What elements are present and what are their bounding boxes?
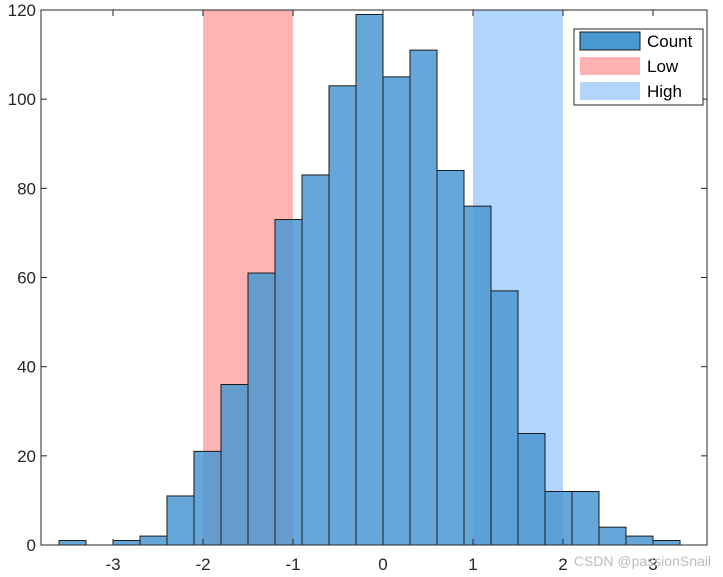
histogram-bar <box>652 540 681 546</box>
histogram-bar <box>571 491 600 546</box>
histogram-bar <box>301 174 330 546</box>
histogram-bar <box>625 535 654 546</box>
y-axis-ticks: 0 20 40 60 80 100 120 <box>8 1 707 555</box>
legend-swatch-count <box>579 31 641 51</box>
legend: Count Low High <box>573 28 704 106</box>
legend-label-count: Count <box>647 32 693 51</box>
histogram-bar <box>112 540 141 546</box>
watermark-text: CSDN @passionSnail <box>573 553 711 569</box>
x-tick-label: 2 <box>558 555 567 574</box>
x-tick-label: 1 <box>468 555 477 574</box>
histogram-bar <box>139 535 168 546</box>
x-tick-label: -2 <box>195 555 210 574</box>
histogram-bar <box>328 85 357 546</box>
y-tick-label: 120 <box>8 1 36 20</box>
legend-label-high: High <box>647 82 682 101</box>
histogram-bar <box>409 49 438 546</box>
histogram-bar <box>193 450 222 546</box>
histogram-bar <box>247 272 276 546</box>
legend-label-low: Low <box>647 57 679 76</box>
x-axis-ticks: -3 -2 -1 0 1 2 3 <box>105 10 658 574</box>
histogram-bar <box>436 170 465 546</box>
y-tick-label: 60 <box>17 269 36 288</box>
histogram-bar <box>463 205 492 546</box>
x-tick-label: -3 <box>105 555 120 574</box>
histogram-bar <box>382 76 411 546</box>
y-tick-label: 100 <box>8 90 36 109</box>
histogram-bar <box>355 13 384 546</box>
x-tick-label: 0 <box>378 555 387 574</box>
y-tick-label: 40 <box>17 358 36 377</box>
histogram-bars <box>58 13 681 546</box>
histogram-bar <box>598 526 627 546</box>
y-tick-label: 80 <box>17 179 36 198</box>
x-tick-label: 3 <box>648 555 657 574</box>
histogram-bar <box>544 491 573 546</box>
histogram-bar <box>274 219 303 546</box>
x-tick-label: -1 <box>285 555 300 574</box>
y-tick-label: 0 <box>27 536 36 555</box>
histogram-bar <box>166 495 195 546</box>
histogram-bar <box>490 290 519 546</box>
histogram-bar <box>220 384 249 546</box>
histogram-bar <box>58 540 87 546</box>
legend-swatch-high <box>580 82 640 100</box>
y-tick-label: 20 <box>17 447 36 466</box>
histogram-bar <box>517 433 546 546</box>
legend-swatch-low <box>580 57 640 75</box>
